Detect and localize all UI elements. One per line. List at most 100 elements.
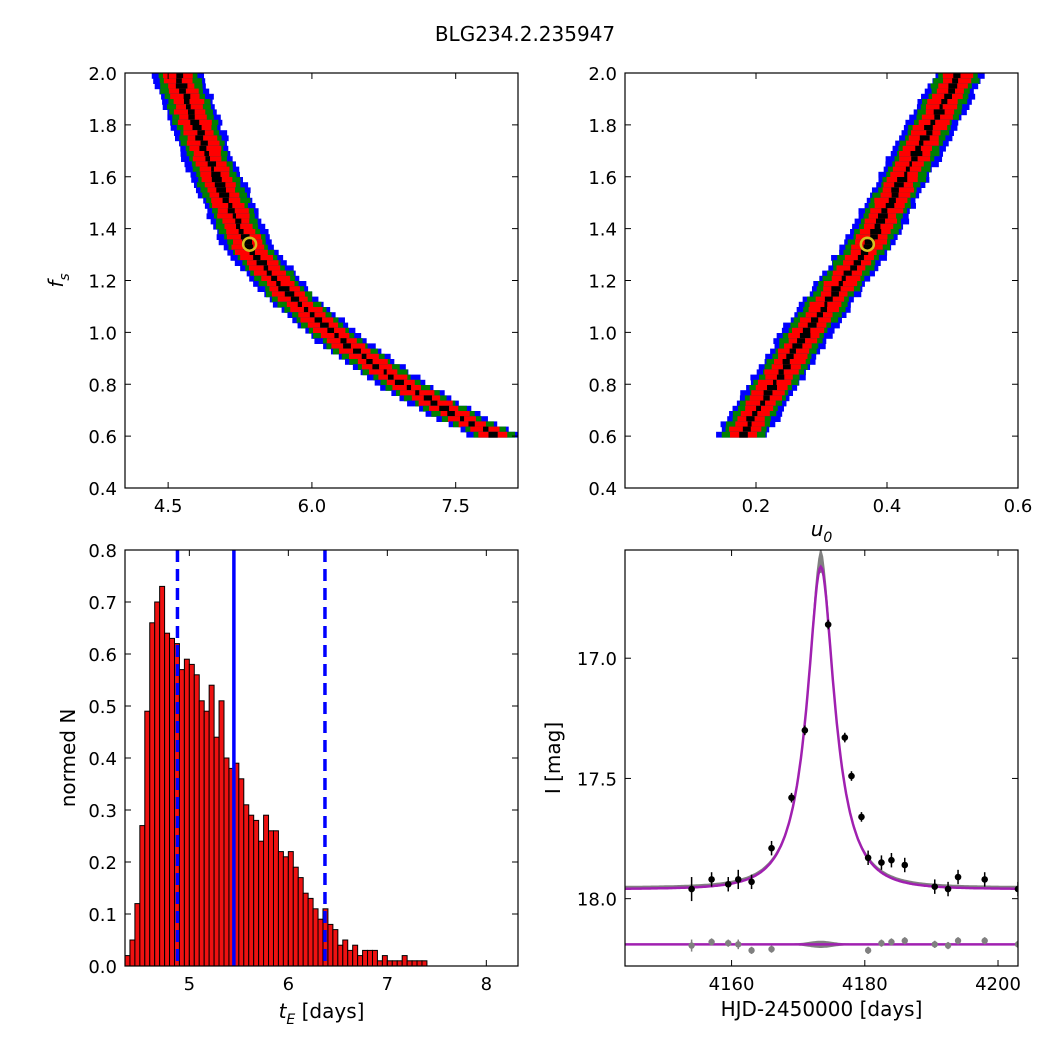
histogram-bar (312, 908, 319, 967)
sigma1-cell (176, 78, 182, 84)
histogram-bar (263, 814, 270, 967)
histogram-bar (144, 710, 151, 967)
histogram-bar (347, 949, 354, 967)
y-tick-label: 17.0 (577, 649, 617, 670)
sigma1-cell (870, 229, 882, 235)
residual-point (748, 947, 755, 954)
histogram-bar (154, 601, 161, 967)
sigma1-cell (824, 301, 828, 308)
sigma1-cell (778, 369, 784, 376)
sigma1-cell (238, 229, 244, 235)
x-tick-label: 0.2 (742, 496, 771, 517)
sigma2-cell (831, 275, 861, 282)
sigma1-cell (314, 317, 323, 324)
x-tick-label: 6.0 (298, 496, 327, 517)
sigma1-cell (799, 333, 811, 339)
histogram-bar (406, 960, 413, 967)
sigma1-cell (948, 83, 958, 90)
data-point (931, 883, 939, 890)
sigma1-cell (773, 379, 777, 386)
data-point (858, 813, 865, 821)
y-axis-label: normed N (56, 709, 80, 808)
histogram-bar (159, 585, 166, 967)
sigma2-cell (910, 130, 941, 136)
sigma1-cell (183, 99, 190, 105)
sigma1-cell (763, 395, 770, 402)
sigma1-cell (831, 291, 839, 298)
y-tick-label: 0.4 (88, 749, 117, 770)
data-point (688, 885, 695, 893)
sigma1-cell (211, 177, 222, 183)
sigma1-cell (361, 353, 367, 360)
heatmap-cells (151, 73, 518, 438)
sigma2-cell (774, 359, 806, 365)
histogram-bar (134, 903, 141, 967)
sigma2-cell (890, 171, 918, 178)
y-tick-label: 0.0 (88, 957, 117, 978)
histogram-bar (272, 830, 279, 967)
histogram-bar (178, 669, 185, 967)
sigma1-cell (415, 390, 420, 396)
sigma1-cell (340, 338, 347, 344)
sigma1-cell (816, 312, 823, 318)
panel-te-histogram: 5 6 7 8 0.0 0.1 0.2 0.3 0.4 0.5 0.6 0.7 0.8 normed N t… (56, 541, 519, 1028)
sigma1-cell (792, 343, 803, 350)
residual-point (864, 947, 872, 954)
sigma1-cell (227, 208, 235, 214)
sigma1-cell (870, 234, 878, 240)
data-point (824, 621, 832, 628)
panel-u0-fs: 0.2 0.4 0.6 0.4 0.6 0.8 1.0 1.2 1.4 1.6 1.8 2.0 u0 (588, 64, 1032, 546)
sigma1-cell (878, 213, 888, 220)
data-point (864, 854, 872, 862)
sigma1-cell (930, 119, 936, 126)
y-axis-label: I [mag] (541, 722, 565, 794)
y-tick-label: 1.8 (588, 116, 617, 137)
histogram-bar (367, 949, 373, 967)
sigma1-cell (941, 99, 948, 105)
data-point (888, 856, 895, 864)
x-tick-label: 4200 (975, 974, 1021, 995)
sigma1-cell (944, 93, 953, 100)
y-tick-label: 0.4 (88, 479, 117, 500)
sigma1-cell (863, 244, 873, 251)
sigma1-cell (915, 145, 921, 152)
data-point (954, 873, 962, 881)
histogram-bar (401, 955, 408, 967)
sigma1-cell (334, 333, 339, 339)
residual-point (735, 941, 742, 948)
histogram-bar (253, 819, 260, 967)
y-tick-label: 1.0 (588, 323, 617, 344)
data-point (788, 794, 795, 801)
y-tick-label: 0.3 (88, 801, 117, 822)
sigma1-cell (249, 249, 255, 256)
histogram-bar (357, 955, 364, 967)
sigma2-cell (357, 359, 388, 365)
x-tick-label: 8 (481, 974, 492, 995)
y-tick-label: 0.1 (88, 905, 117, 926)
sigma2-cell (440, 411, 470, 417)
sigma1-cell (843, 270, 852, 277)
sigma1-cell (797, 338, 806, 344)
sigma1-cell (176, 73, 184, 79)
sigma1-cell (303, 307, 309, 313)
sigma1-cell (232, 213, 237, 220)
sigma1-cell (948, 88, 956, 95)
sigma1-cell (911, 156, 918, 162)
histogram-bar (371, 949, 378, 967)
data-point (748, 878, 755, 886)
sigma1-cell (953, 73, 961, 79)
sigma1-cell (290, 296, 300, 303)
y-tick-label: 1.4 (588, 220, 617, 241)
sigma1-cell (343, 343, 351, 350)
histogram-bar (149, 622, 156, 967)
histogram-bar (317, 918, 324, 967)
sigma1-cell (243, 244, 254, 251)
y-tick-label: 17.5 (577, 769, 617, 790)
residual-point (954, 937, 962, 944)
sigma1-cell (888, 197, 896, 204)
residual-point (981, 937, 988, 944)
sigma1-cell (205, 156, 211, 162)
x-tick-label: 7 (382, 974, 393, 995)
residual-point (1014, 941, 1018, 948)
sigma1-cell (207, 161, 217, 168)
